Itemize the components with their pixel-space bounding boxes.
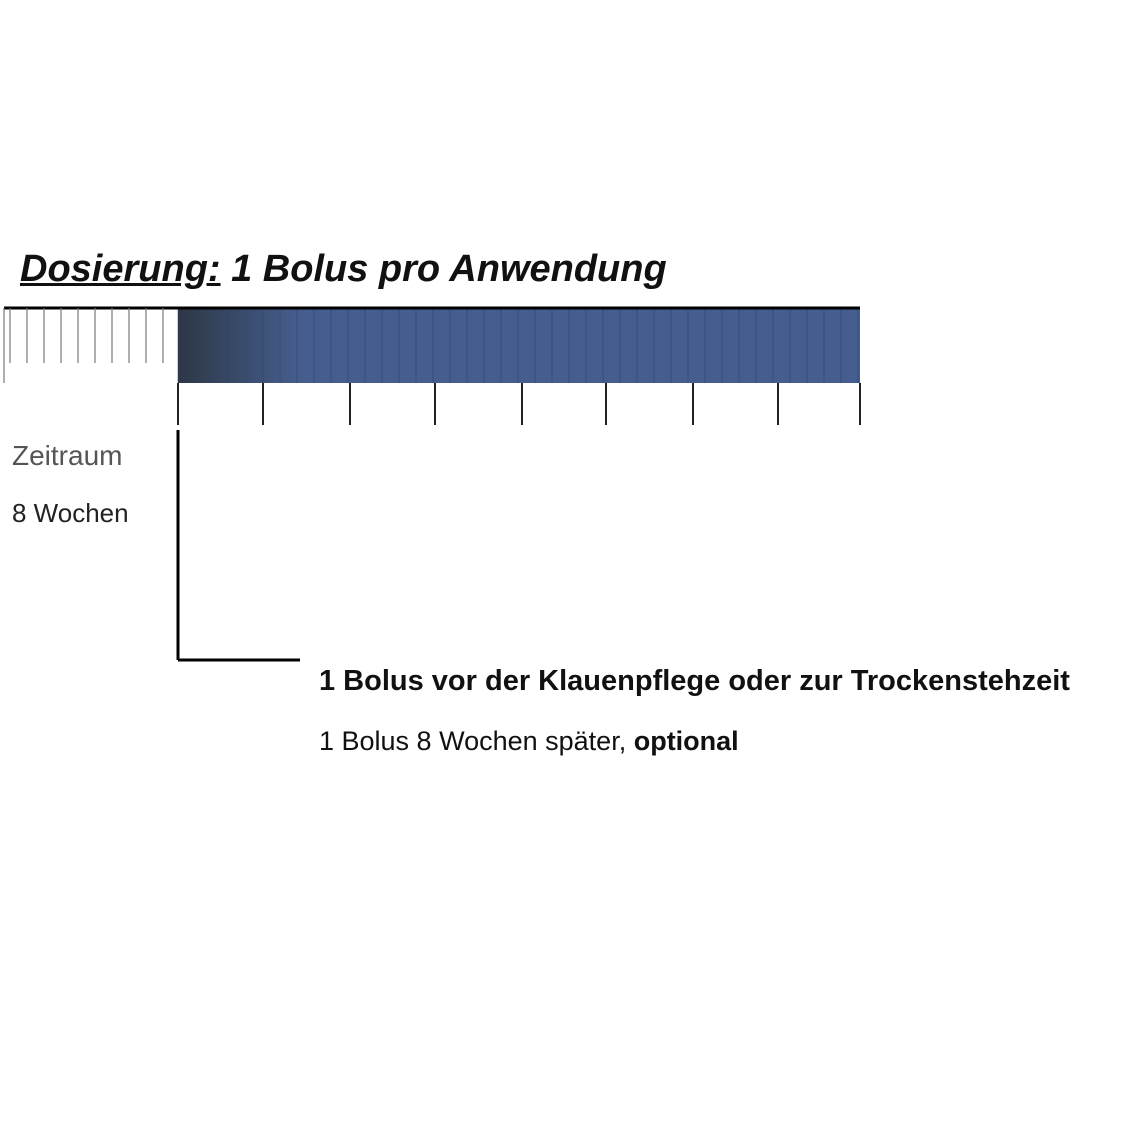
callout-sub-bold: optional	[634, 726, 739, 756]
callout-sub-prefix: 1 Bolus 8 Wochen später,	[319, 726, 634, 756]
callout-sub-text: 1 Bolus 8 Wochen später, optional	[319, 726, 739, 757]
axis-sublabel-8wochen: 8 Wochen	[12, 498, 129, 529]
callout-main-text: 1 Bolus vor der Klauenpflege oder zur Tr…	[319, 665, 1070, 698]
timeline-ruler	[0, 0, 1127, 1127]
diagram-canvas: Dosierung: 1 Bolus pro Anwendung Zeitrau…	[0, 0, 1127, 1127]
axis-label-zeitraum: Zeitraum	[12, 440, 122, 472]
